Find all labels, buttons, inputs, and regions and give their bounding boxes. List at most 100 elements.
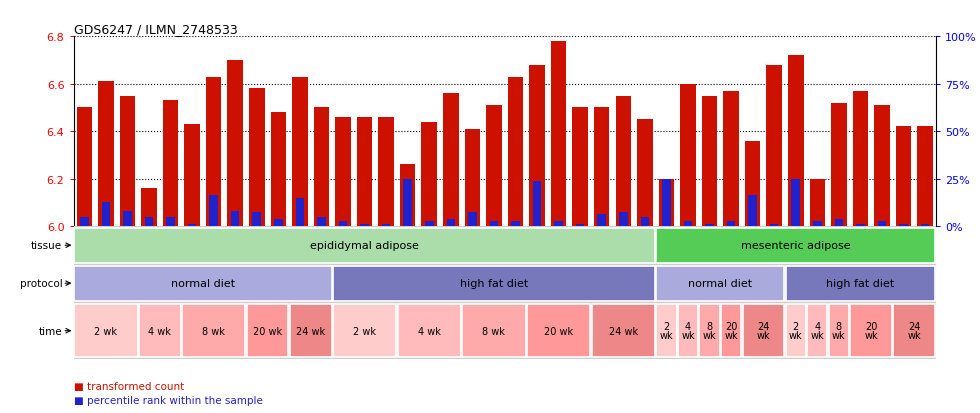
Text: high fat diet: high fat diet <box>460 278 528 289</box>
Bar <box>662 179 670 227</box>
Bar <box>766 66 782 227</box>
Bar <box>206 78 221 227</box>
Bar <box>247 305 288 357</box>
Bar <box>98 82 114 227</box>
Text: ■ transformed count: ■ transformed count <box>74 381 183 391</box>
Bar <box>253 212 261 227</box>
Bar <box>74 228 655 263</box>
Bar <box>874 106 890 227</box>
Bar <box>921 224 929 227</box>
Bar <box>637 120 653 227</box>
Text: GDS6247 / ILMN_2748533: GDS6247 / ILMN_2748533 <box>74 23 237 36</box>
Bar <box>555 222 563 227</box>
Bar <box>829 305 849 357</box>
Bar <box>917 127 933 227</box>
Bar <box>743 305 784 357</box>
Text: protocol: protocol <box>20 278 63 289</box>
Bar <box>809 179 825 227</box>
Bar <box>576 224 584 227</box>
Bar <box>786 305 806 357</box>
Bar <box>227 61 243 227</box>
Bar <box>314 108 329 227</box>
Bar <box>447 220 455 227</box>
Bar <box>896 127 911 227</box>
Bar <box>529 66 545 227</box>
Bar <box>74 305 137 357</box>
Bar <box>745 141 760 227</box>
Text: 20
wk: 20 wk <box>724 321 738 340</box>
Bar <box>74 266 331 301</box>
Text: 8 wk: 8 wk <box>482 326 506 336</box>
Bar <box>684 222 692 227</box>
Bar <box>721 305 741 357</box>
Bar <box>851 305 892 357</box>
Text: 24 wk: 24 wk <box>609 326 638 336</box>
Text: 4
wk: 4 wk <box>810 321 824 340</box>
Text: epididymal adipose: epididymal adipose <box>310 241 419 251</box>
Bar <box>249 89 265 227</box>
Bar <box>486 106 502 227</box>
Text: 4 wk: 4 wk <box>148 326 171 336</box>
Text: 2
wk: 2 wk <box>660 321 673 340</box>
Bar <box>102 203 110 227</box>
Bar <box>723 92 739 227</box>
Bar <box>123 211 131 227</box>
Bar <box>443 94 459 227</box>
Text: 8
wk: 8 wk <box>832 321 846 340</box>
Bar <box>808 305 827 357</box>
Bar <box>680 85 696 227</box>
Text: 24
wk: 24 wk <box>907 321 921 340</box>
Bar <box>615 96 631 227</box>
Bar <box>210 196 218 227</box>
Bar <box>333 305 396 357</box>
Text: 24 wk: 24 wk <box>296 326 325 336</box>
Bar <box>857 224 864 227</box>
Bar <box>463 305 525 357</box>
Bar <box>678 305 698 357</box>
Bar <box>900 224 907 227</box>
Bar <box>853 92 868 227</box>
Bar <box>792 179 800 227</box>
Text: normal diet: normal diet <box>688 278 753 289</box>
Bar <box>318 217 325 227</box>
Bar <box>188 224 196 227</box>
Text: 8
wk: 8 wk <box>703 321 716 340</box>
Bar <box>657 228 935 263</box>
Bar <box>425 222 433 227</box>
Bar <box>657 305 676 357</box>
Bar <box>231 211 239 227</box>
Text: 2 wk: 2 wk <box>353 326 376 336</box>
Bar <box>167 217 174 227</box>
Bar <box>659 179 674 227</box>
Text: normal diet: normal diet <box>171 278 235 289</box>
Bar <box>598 215 606 227</box>
Bar <box>813 222 821 227</box>
Text: 2 wk: 2 wk <box>94 326 118 336</box>
Text: 20
wk: 20 wk <box>864 321 878 340</box>
Bar <box>184 125 200 227</box>
Bar <box>468 212 476 227</box>
Bar <box>594 108 610 227</box>
Bar <box>296 198 304 227</box>
Text: high fat diet: high fat diet <box>826 278 895 289</box>
Bar <box>700 305 719 357</box>
Bar <box>120 96 135 227</box>
Bar <box>592 305 655 357</box>
Bar <box>706 224 713 227</box>
Bar <box>139 305 180 357</box>
Text: 24
wk: 24 wk <box>757 321 770 340</box>
Bar <box>335 118 351 227</box>
Bar <box>641 217 649 227</box>
Bar <box>508 78 523 227</box>
Bar <box>527 305 590 357</box>
Bar <box>894 305 935 357</box>
Bar <box>145 217 153 227</box>
Bar <box>657 266 784 301</box>
Text: 2
wk: 2 wk <box>789 321 803 340</box>
Bar <box>182 305 245 357</box>
Bar <box>270 113 286 227</box>
Text: 20 wk: 20 wk <box>544 326 573 336</box>
Bar <box>831 104 847 227</box>
Bar <box>80 217 88 227</box>
Bar <box>788 56 804 227</box>
